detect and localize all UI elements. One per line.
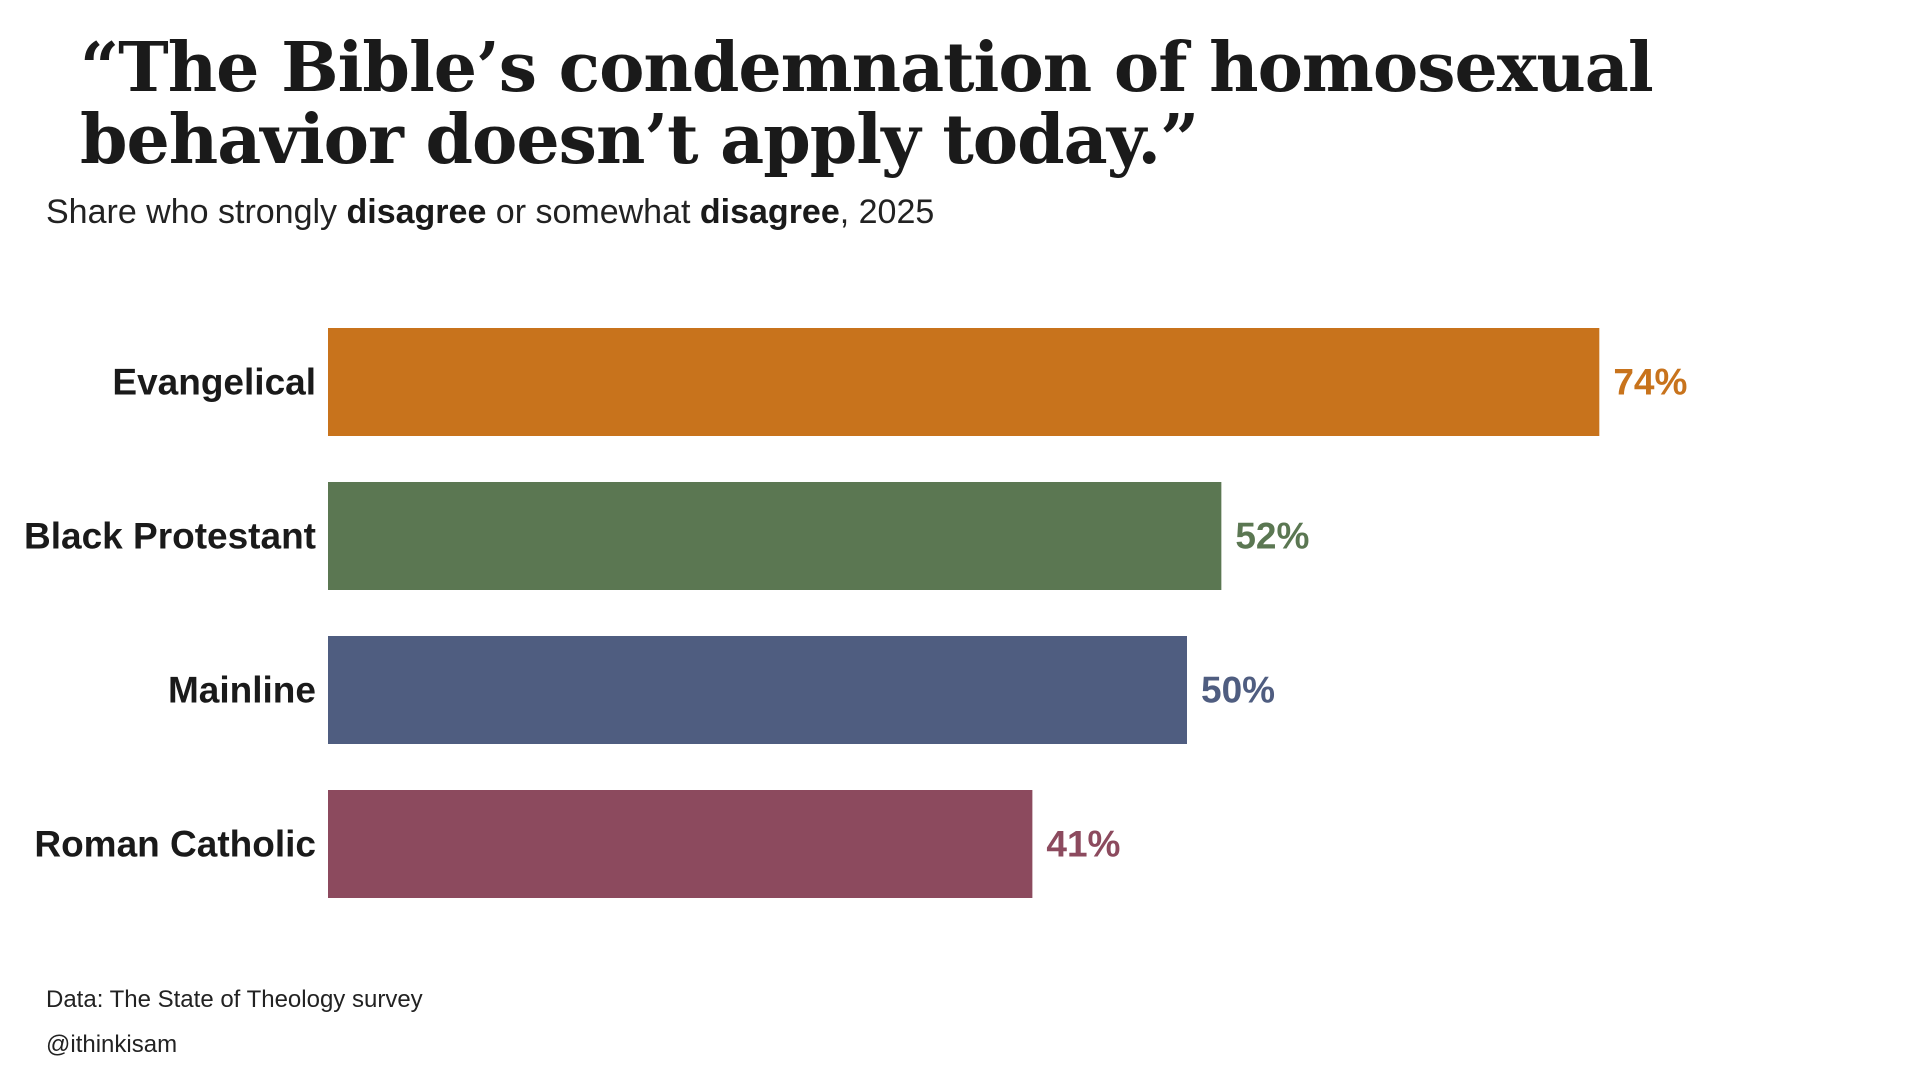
data-source: Data: The State of Theology survey bbox=[46, 986, 423, 1013]
value-label: 52% bbox=[1235, 516, 1309, 557]
chart-title: “The Bible’s condemnation of homosexual … bbox=[80, 28, 1654, 180]
bar-evangelical bbox=[328, 328, 1600, 436]
value-label: 74% bbox=[1613, 362, 1687, 403]
category-label: Mainline bbox=[168, 670, 316, 711]
bar-mainline bbox=[328, 636, 1187, 744]
chart-subtitle: Share who strongly disagree or somewhat … bbox=[46, 190, 934, 234]
subtitle-emphasis: disagree bbox=[346, 193, 487, 231]
subtitle-part: or somewhat bbox=[486, 193, 700, 231]
value-label: 41% bbox=[1046, 824, 1120, 865]
bar-roman-catholic bbox=[328, 790, 1033, 898]
category-label: Black Protestant bbox=[24, 516, 316, 557]
bar-chart: Evangelical 74% Black Protestant 52% Mainlin… bbox=[24, 328, 1687, 898]
subtitle-emphasis: disagree bbox=[699, 193, 840, 231]
subtitle-part: , 2025 bbox=[839, 193, 935, 231]
subtitle-part: Share who strongly bbox=[46, 193, 347, 231]
category-label: Roman Catholic bbox=[34, 824, 316, 865]
value-label: 50% bbox=[1201, 670, 1275, 711]
category-label: Evangelical bbox=[112, 362, 316, 403]
author-credit: @ithinkisam bbox=[46, 1031, 178, 1058]
bar-black-protestant bbox=[328, 482, 1222, 590]
